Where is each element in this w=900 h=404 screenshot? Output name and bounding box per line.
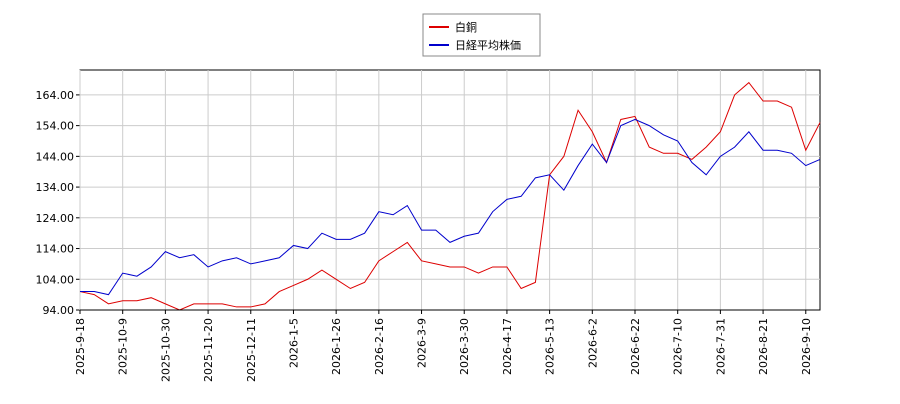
x-tick-label: 2026-8-21 — [757, 318, 770, 375]
x-tick-label: 2026-7-31 — [714, 318, 727, 375]
x-tick-label: 2025-9-18 — [74, 318, 87, 375]
legend-label: 日経平均株価 — [455, 38, 521, 52]
x-tick-label: 2026-6-2 — [586, 318, 599, 368]
x-tick-label: 2026-1-26 — [330, 318, 343, 375]
x-tick-label: 2026-2-16 — [373, 318, 386, 375]
y-tick-label: 94.00 — [43, 304, 75, 317]
x-tick-label: 2026-9-10 — [800, 318, 813, 375]
y-tick-label: 114.00 — [36, 243, 75, 256]
y-tick-label: 154.00 — [36, 120, 75, 133]
y-tick-label: 144.00 — [36, 150, 75, 163]
legend-label: 白銅 — [455, 20, 477, 34]
x-tick-label: 2025-12-11 — [245, 318, 258, 382]
line-series — [80, 118, 821, 296]
x-tick-label: 2025-10-9 — [117, 318, 130, 375]
y-tick-label: 164.00 — [36, 89, 75, 102]
y-tick-label: 134.00 — [36, 181, 75, 194]
plot-area — [79, 69, 821, 311]
x-tick-label: 2026-1-5 — [287, 318, 300, 368]
y-tick-label: 104.00 — [36, 273, 75, 286]
legend-box — [422, 13, 541, 57]
y-tick-label: 124.00 — [36, 212, 75, 225]
x-tick-label: 2025-10-30 — [159, 318, 172, 382]
x-tick-label: 2026-4-17 — [501, 318, 514, 375]
x-tick-label: 2026-6-22 — [629, 318, 642, 375]
x-tick-label: 2026-5-13 — [544, 318, 557, 375]
x-tick-label: 2025-11-20 — [202, 318, 215, 382]
line-series — [79, 81, 821, 311]
x-tick-label: 2026-3-30 — [458, 318, 471, 375]
x-tick-label: 2026-7-10 — [672, 318, 685, 375]
x-tick-label: 2026-3-9 — [416, 318, 429, 368]
